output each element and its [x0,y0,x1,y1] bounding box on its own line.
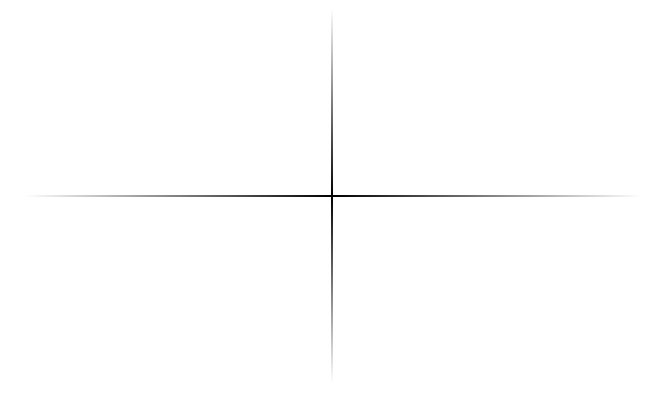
crosshair-horizontal-line [24,195,642,197]
crosshair-vertical-line [331,8,333,384]
